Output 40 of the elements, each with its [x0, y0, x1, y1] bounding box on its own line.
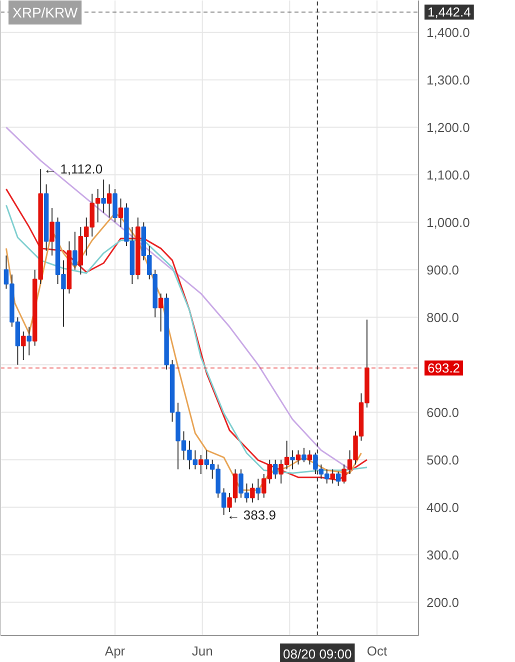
candlestick [290, 450, 295, 470]
annotation: ← 1,112.0 [44, 162, 103, 177]
candlestick [198, 454, 204, 475]
ref-line-label: 08/20 09:00 [283, 646, 352, 662]
candlestick [50, 208, 54, 256]
candlestick [118, 198, 124, 228]
x-tick-label: Oct [366, 644, 388, 658]
candlestick [158, 293, 164, 332]
y-tick-label: 200.0 [426, 594, 460, 610]
y-tick-label: 1,400.0 [426, 24, 470, 40]
candlestick [106, 184, 112, 218]
x-tick-label: Apr [104, 644, 126, 658]
y-tick-label: 1,000.0 [426, 214, 470, 230]
candlestick [250, 483, 255, 504]
candlestick [256, 478, 261, 501]
candlestick [302, 447, 306, 463]
y-tick-label: 400.0 [426, 500, 460, 515]
candlestick [26, 326, 32, 356]
candlestick [330, 468, 335, 484]
y-tick-label: 900.0 [426, 262, 460, 278]
y-tick-label: 1,200.0 [426, 120, 470, 135]
candlestick [72, 231, 78, 270]
y-tick-label: 500.0 [426, 452, 460, 468]
y-tick-label: 800.0 [426, 310, 460, 325]
candlestick [112, 188, 118, 223]
ref-line-label: 693.2 [428, 360, 460, 376]
y-tick-label: 1,100.0 [426, 167, 470, 182]
candlestick [272, 459, 278, 480]
annotation: ← 383.9 [226, 507, 276, 522]
ref-line-label: 1,442.4 [428, 4, 471, 20]
y-tick-label: 1,300.0 [426, 72, 470, 88]
y-tick-label: 600.0 [426, 404, 460, 420]
candlestick [21, 331, 26, 361]
candlestick [296, 450, 301, 466]
candlestick [101, 179, 106, 214]
y-tick-label: 300.0 [426, 547, 460, 562]
x-tick-label: Jun [192, 644, 213, 658]
candlestick [307, 450, 312, 466]
chart-title: XRP/KRW [12, 4, 78, 20]
candlestick [336, 471, 341, 486]
